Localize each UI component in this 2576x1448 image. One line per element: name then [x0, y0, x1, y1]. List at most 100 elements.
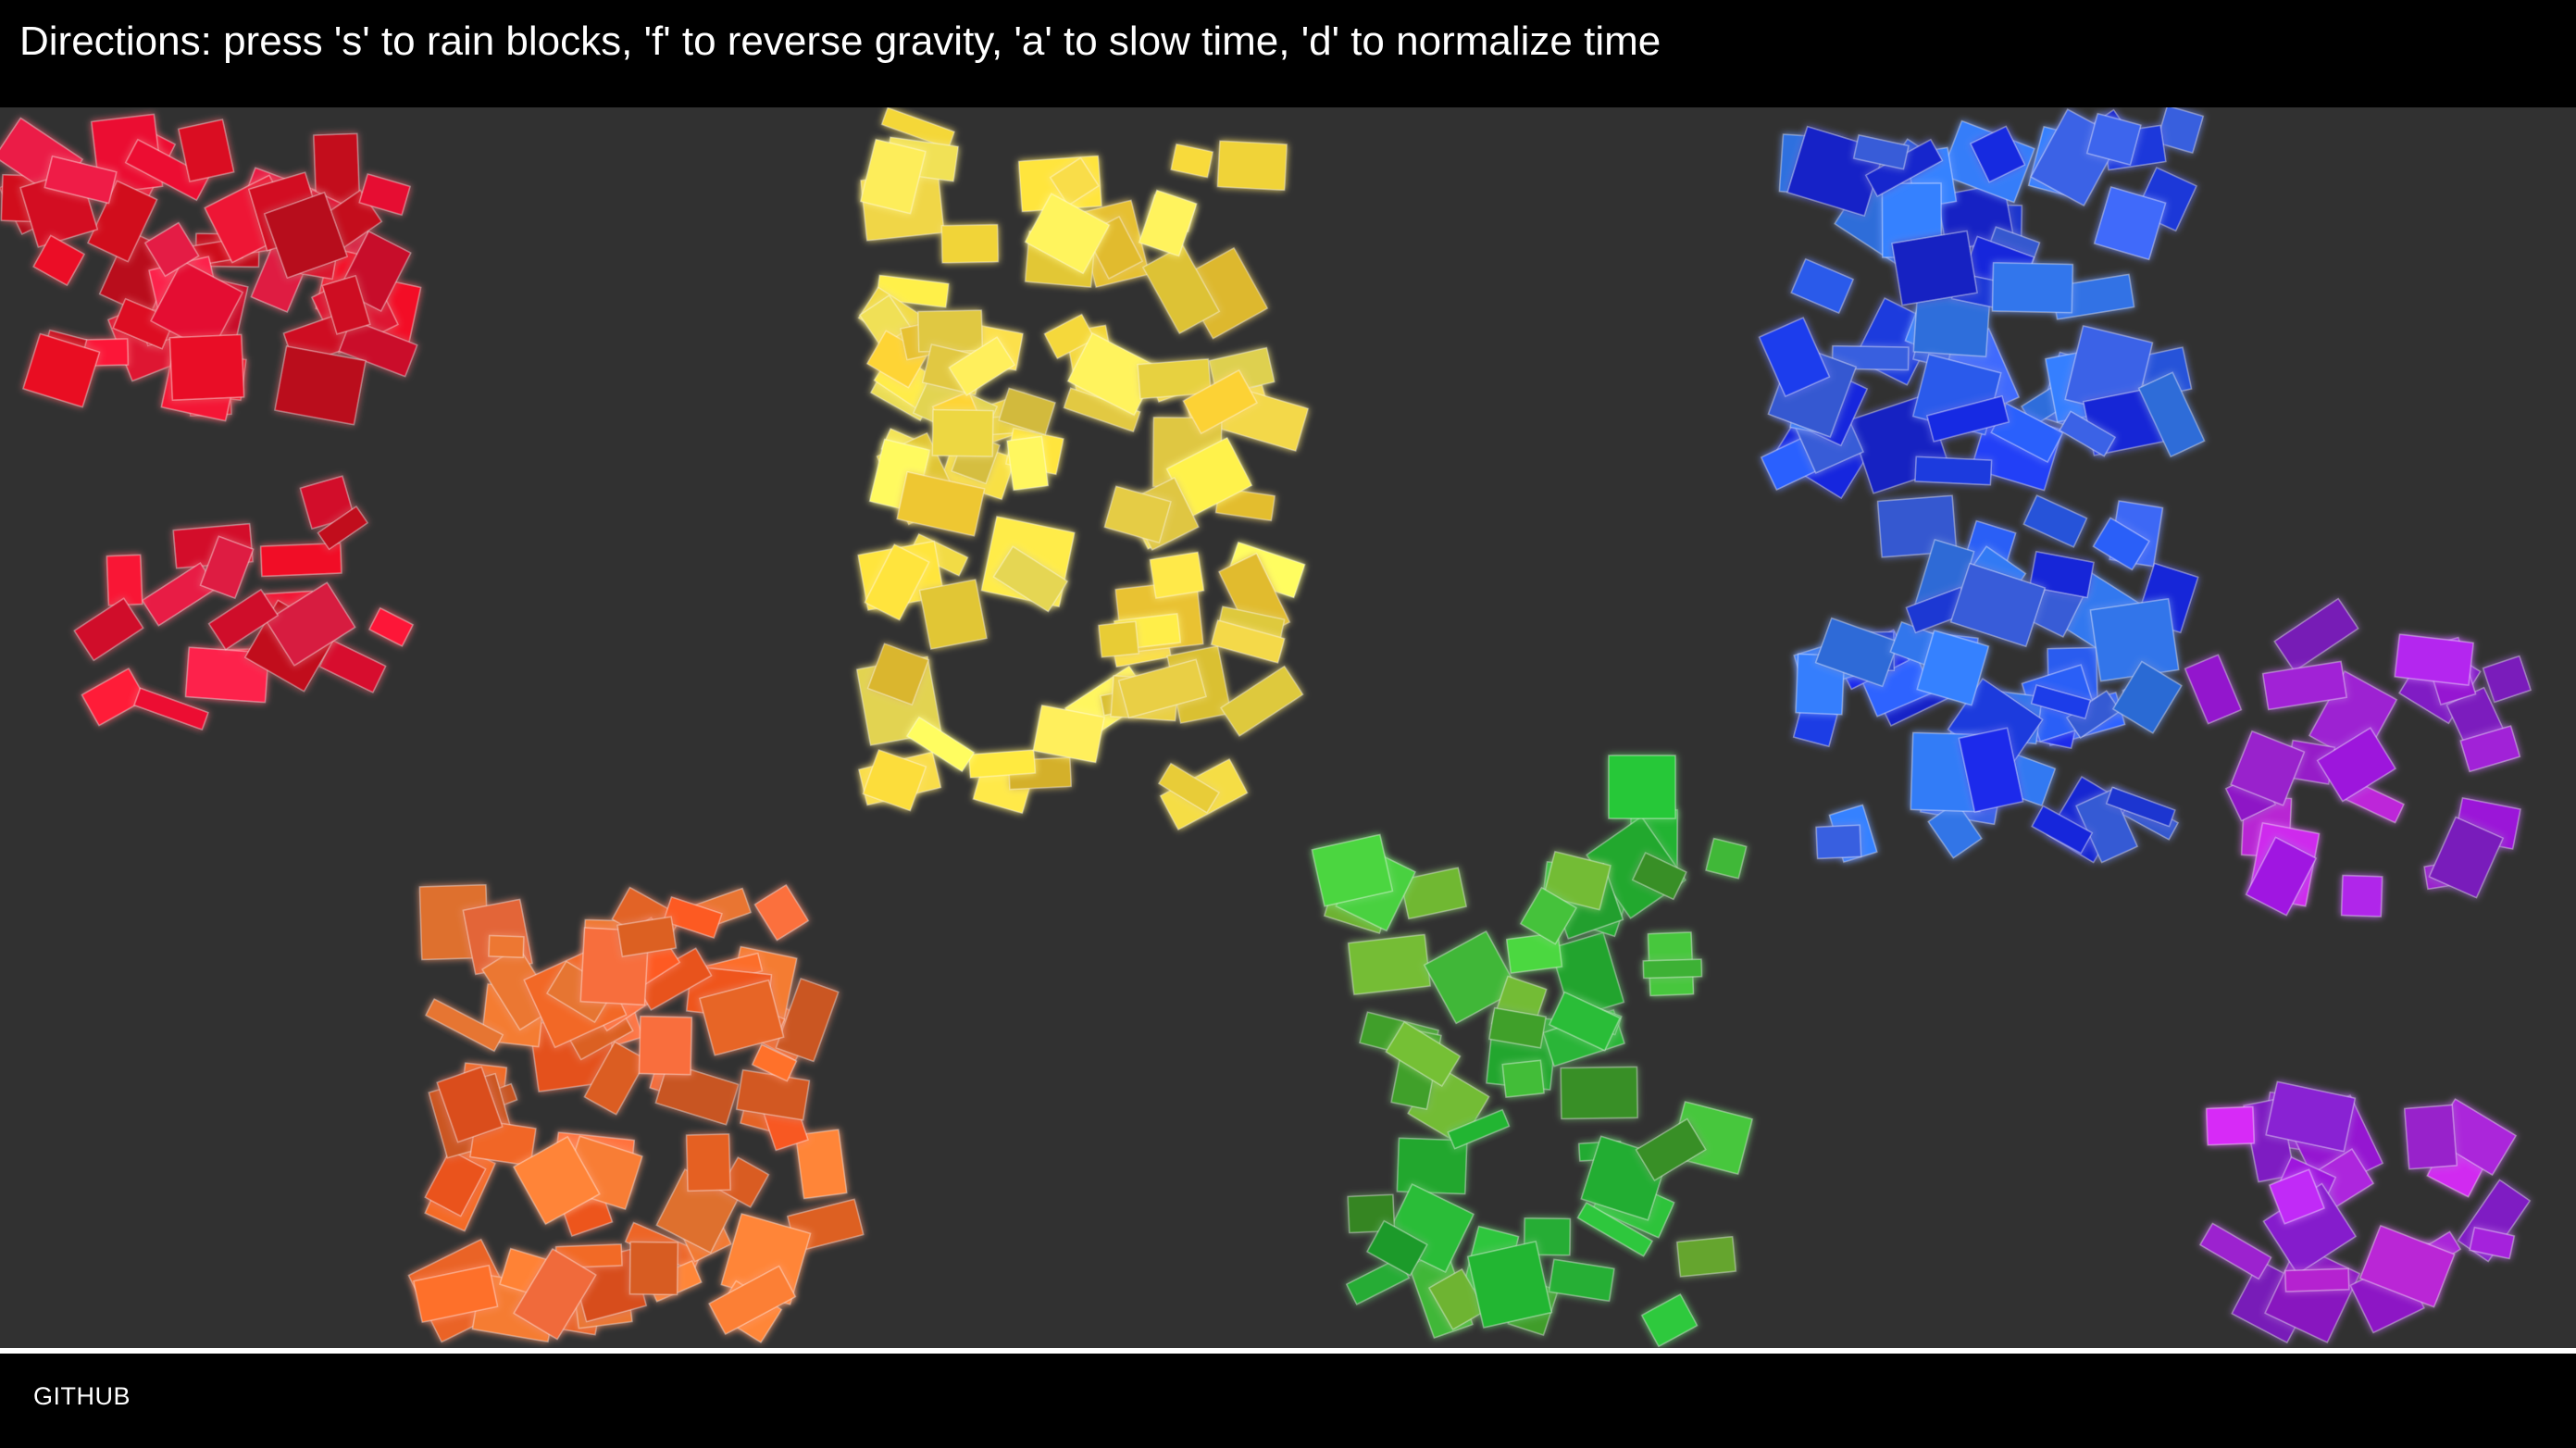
- green-block: [1642, 958, 1703, 980]
- green-block: [1385, 1020, 1462, 1088]
- blue-block: [1891, 230, 1978, 306]
- red-block: [124, 138, 210, 202]
- orange-block: [424, 998, 504, 1053]
- yellow-block: [931, 408, 994, 457]
- red-block: [177, 119, 235, 182]
- yellow-block: [866, 643, 930, 706]
- orange-block: [436, 1066, 504, 1143]
- physics-canvas[interactable]: [0, 107, 2576, 1348]
- blue-block: [1914, 456, 1993, 486]
- blue-block: [2089, 597, 2180, 682]
- yellow-block: [998, 387, 1056, 436]
- yellow-block: [1032, 704, 1105, 764]
- green-block: [1447, 1108, 1511, 1150]
- red-block: [263, 191, 349, 280]
- purple-block: [2198, 1222, 2272, 1280]
- green-block: [1543, 850, 1612, 911]
- red-block: [73, 597, 144, 662]
- yellow-block: [1137, 357, 1213, 400]
- purple-block: [2265, 1080, 2357, 1153]
- red-block: [367, 606, 415, 647]
- yellow-block: [967, 749, 1037, 779]
- green-block: [1423, 930, 1519, 1025]
- purple-block: [2358, 1224, 2456, 1308]
- green-block: [1501, 1059, 1545, 1098]
- blue-block: [2085, 112, 2142, 166]
- green-block: [1400, 867, 1468, 920]
- green-block: [1635, 1117, 1707, 1181]
- green-block: [1576, 1202, 1654, 1257]
- red-block: [318, 639, 387, 693]
- yellow-block: [1210, 619, 1286, 664]
- blue-block: [1927, 801, 1983, 859]
- orange-block: [751, 1043, 798, 1082]
- directions-text: Directions: press 's' to rain blocks, 'f…: [19, 19, 1661, 64]
- yellow-block: [918, 579, 988, 650]
- blue-block: [1949, 562, 2047, 648]
- purple-block: [2184, 654, 2243, 725]
- blue-block: [1852, 133, 1910, 170]
- yellow-block: [1117, 658, 1207, 719]
- red-block: [106, 554, 143, 606]
- orange-block: [628, 1241, 679, 1296]
- yellow-block: [1098, 620, 1139, 658]
- blue-block: [2156, 107, 2205, 155]
- yellow-block: [940, 223, 1000, 264]
- green-block: [1548, 1258, 1615, 1303]
- green-block: [1705, 837, 1748, 880]
- orange-block: [775, 978, 840, 1063]
- purple-block: [2340, 874, 2383, 917]
- orange-block: [662, 895, 723, 939]
- yellow-block: [896, 470, 986, 537]
- yellow-block: [1049, 156, 1100, 206]
- yellow-block: [859, 138, 927, 215]
- yellow-block: [862, 748, 927, 812]
- green-block: [1519, 886, 1578, 945]
- red-block: [133, 687, 209, 730]
- purple-block: [2245, 836, 2318, 917]
- red-block: [338, 318, 418, 378]
- red-block: [32, 234, 86, 287]
- yellow-block: [1006, 435, 1050, 492]
- orange-block: [654, 1061, 740, 1126]
- orange-block: [708, 1265, 797, 1336]
- yellow-block: [1219, 665, 1304, 738]
- orange-block: [488, 934, 525, 958]
- purple-block: [2428, 816, 2505, 899]
- red-block: [265, 581, 356, 667]
- red-block: [44, 155, 118, 205]
- orange-block: [699, 979, 785, 1056]
- purple-block: [2482, 655, 2532, 704]
- github-link[interactable]: GITHUB: [33, 1382, 131, 1410]
- yellow-block: [1170, 143, 1214, 179]
- green-block: [1640, 1293, 1699, 1348]
- purple-block: [2469, 1226, 2516, 1260]
- blue-block: [2137, 371, 2206, 458]
- red-block: [207, 588, 280, 651]
- red-block: [22, 332, 101, 408]
- red-block: [321, 274, 371, 335]
- blue-block: [1958, 727, 2024, 813]
- yellow-block: [1103, 485, 1172, 544]
- blue-block: [1991, 262, 2074, 314]
- yellow-block: [1157, 762, 1220, 814]
- orange-block: [583, 1041, 648, 1116]
- yellow-block: [1043, 313, 1096, 360]
- green-block: [1675, 1235, 1737, 1278]
- yellow-block: [880, 107, 956, 150]
- green-block: [1466, 1241, 1553, 1329]
- yellow-block: [1024, 193, 1111, 275]
- yellow-block: [948, 336, 1016, 396]
- green-block: [1488, 1006, 1547, 1049]
- purple-block: [2394, 633, 2475, 686]
- blue-block: [2092, 517, 2150, 571]
- red-block: [86, 180, 158, 263]
- red-block: [81, 668, 147, 727]
- blue-block: [2105, 786, 2176, 828]
- red-block: [168, 333, 245, 401]
- block-scene: [0, 107, 2532, 1348]
- purple-block: [2273, 597, 2359, 672]
- blue-block: [1926, 394, 2010, 443]
- blue-block: [1815, 824, 1862, 860]
- red-block: [143, 221, 200, 278]
